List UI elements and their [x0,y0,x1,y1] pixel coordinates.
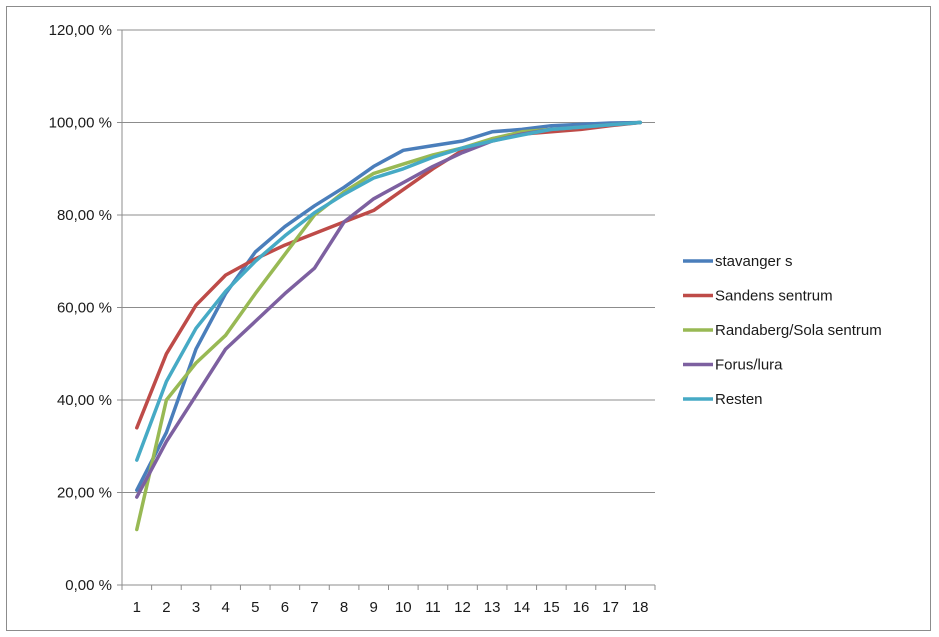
chart-frame [6,6,931,631]
x-tick-label: 15 [543,599,560,616]
y-tick-label: 20,00 % [57,485,112,502]
series-line-2 [135,120,642,430]
x-tick-label: 18 [632,599,649,616]
series-line-3 [135,120,642,532]
x-tick-label: 13 [484,599,501,616]
series-lines [135,120,642,532]
y-tick-label: 0,00 % [65,577,112,594]
x-tick-label: 10 [395,599,412,616]
legend-label: Resten [715,391,763,408]
y-axis-tick-labels: 0,00 % 20,00 % 40,00 % 60,00 % 80,00 % 100,00… [49,22,112,594]
x-tick-label: 6 [281,599,289,616]
x-tick-label: 9 [370,599,378,616]
x-tick-label: 17 [602,599,619,616]
legend-label: stavanger s [715,253,793,270]
x-tick-label: 12 [454,599,471,616]
x-tick-label: 8 [340,599,348,616]
y-tick-label: 100,00 % [49,115,112,132]
y-tick-label: 80,00 % [57,207,112,224]
x-tick-label: 3 [192,599,200,616]
axes [117,29,656,590]
x-tick-label: 14 [513,599,530,616]
legend-label: Sandens sentrum [715,288,833,305]
x-tick-label: 4 [221,599,229,616]
x-tick-label: 2 [162,599,170,616]
x-tick-label: 11 [425,599,441,616]
x-tick-label: 7 [310,599,318,616]
series-line-5 [135,120,642,462]
x-axis-tick-labels: 1 2 3 4 5 6 7 8 9 10 11 12 13 14 15 16 17 18 [133,599,649,616]
legend-label: Randaberg/Sola sentrum [715,322,882,339]
legend-label: Forus/lura [715,357,783,374]
y-tick-label: 120,00 % [49,22,112,39]
x-tick-label: 1 [133,599,141,616]
x-tick-label: 5 [251,599,259,616]
gridlines [122,29,655,493]
x-tick-label: 16 [573,599,590,616]
legend: stavanger s Sandens sentrum Randaberg/Sola… [683,253,882,408]
y-tick-label: 40,00 % [57,392,112,409]
series-line-1 [135,120,642,492]
y-tick-label: 60,00 % [57,300,112,317]
